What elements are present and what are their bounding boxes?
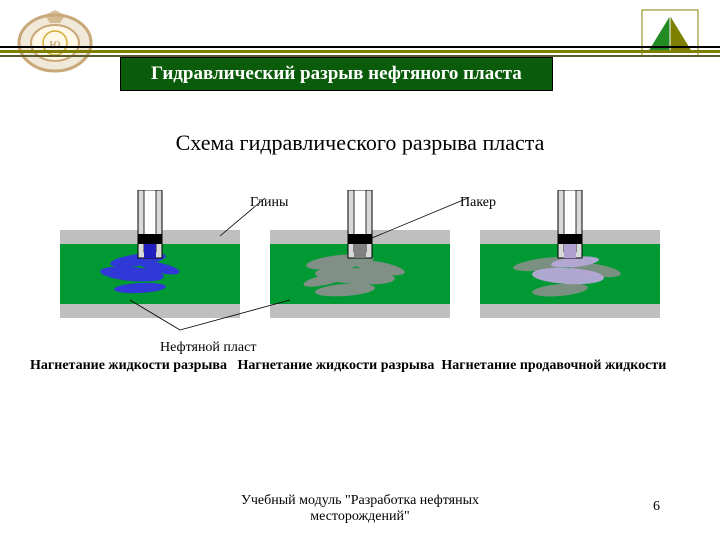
subtitle: Схема гидравлического разрыва пласта — [0, 130, 720, 156]
label-stage-3: Нагнетание продавочной жидкости — [441, 358, 666, 373]
slide-title: Гидравлический разрыв нефтяного пласта — [120, 57, 553, 91]
footer-module: Учебный модуль "Разработка нефтяных мест… — [220, 493, 500, 525]
label-stage-1: Нагнетание жидкости разрыва — [30, 358, 227, 373]
emblem-logo: Ю — [15, 5, 95, 75]
fracturing-diagram — [60, 190, 660, 350]
page-number: 6 — [653, 499, 660, 515]
label-stage-2: Нагнетание жидкости разрыва — [237, 358, 434, 373]
label-oil-layer: Нефтяной пласт — [160, 340, 256, 356]
